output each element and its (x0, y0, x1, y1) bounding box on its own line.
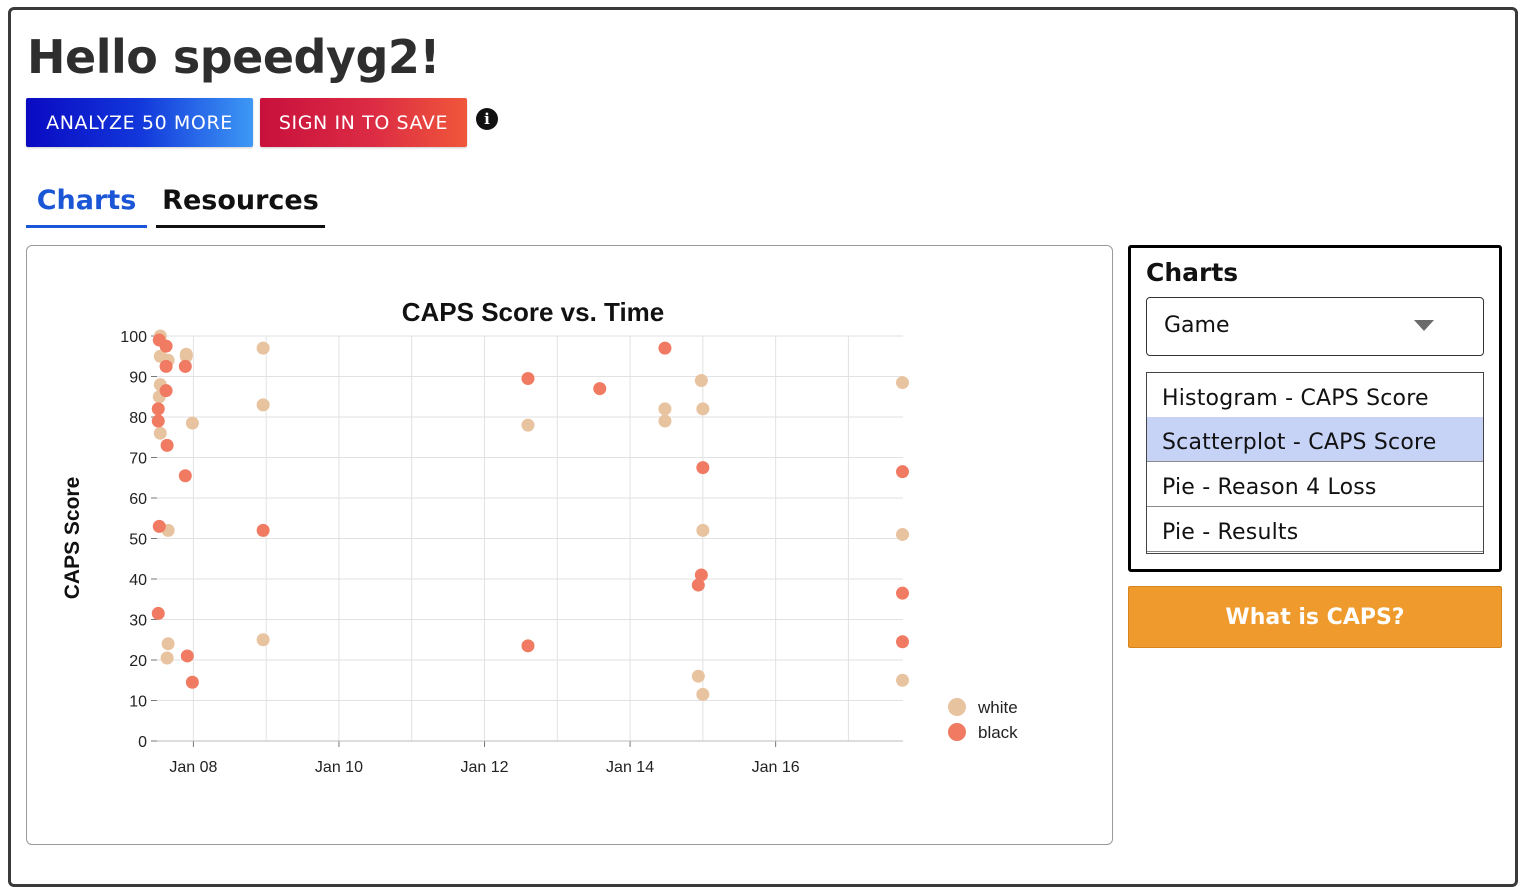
tab-resources[interactable]: Resources (156, 178, 325, 228)
select-value: Game (1164, 313, 1230, 338)
scatter-point-black (151, 414, 165, 428)
chart-title: CAPS Score vs. Time (402, 297, 665, 327)
scatter-point-black (152, 519, 166, 533)
option-scatterplot-caps-score[interactable]: Scatterplot - CAPS Score (1147, 417, 1483, 462)
scatter-point-white (691, 669, 705, 683)
y-tick-label: 90 (129, 370, 147, 387)
scatter-point-black (521, 639, 535, 653)
x-tick-label: Jan 14 (606, 759, 654, 776)
chart-card: 0 10 20 30 40 50 60 70 80 90 100 Jan 08 Jan 10 Jan 12… (26, 245, 1113, 845)
option-pie-results[interactable]: Pie - Results (1147, 507, 1483, 552)
y-tick-label: 60 (129, 491, 147, 508)
scatter-point-black (895, 586, 909, 600)
scatter-point-black (691, 578, 705, 592)
scatter-point-white (658, 402, 672, 416)
scatter-point-black (256, 523, 270, 537)
y-tick-label: 70 (129, 451, 147, 468)
scatter-point-black (159, 339, 173, 353)
scatter-point-black (521, 372, 535, 386)
scatter-point-white (895, 673, 909, 687)
scatter-point-white (161, 637, 175, 651)
scatter-point-black (151, 606, 165, 620)
y-tick-label: 10 (129, 694, 147, 711)
scatter-point-white (658, 414, 672, 428)
scatter-point-white (160, 651, 174, 665)
chart-legend: white black (948, 698, 1018, 742)
y-tick-label: 50 (129, 532, 147, 549)
x-tick-label: Jan 08 (169, 759, 217, 776)
scatter-point-white (521, 418, 535, 432)
legend-label-white: white (977, 698, 1018, 717)
sign-in-to-save-button[interactable]: SIGN IN TO SAVE (260, 98, 467, 147)
scatter-point-white (256, 398, 270, 412)
scatter-point-black (159, 384, 173, 398)
scatter-point-black (178, 469, 192, 483)
tab-charts[interactable]: Charts (26, 178, 147, 228)
y-tick-label: 80 (129, 410, 147, 427)
what-is-caps-button[interactable]: What is CAPS? (1128, 586, 1502, 648)
y-tick-label: 40 (129, 572, 147, 589)
x-tick-label: Jan 10 (315, 759, 363, 776)
option-pie-reason-4-loss[interactable]: Pie - Reason 4 Loss (1147, 462, 1483, 507)
option-histogram-caps-score[interactable]: Histogram - CAPS Score (1147, 373, 1483, 418)
y-tick-label: 100 (120, 329, 147, 346)
scatter-point-black (160, 438, 174, 452)
chart-grid (157, 335, 903, 742)
analyze-more-button[interactable]: ANALYZE 50 MORE (26, 98, 253, 147)
scatter-chart: 0 10 20 30 40 50 60 70 80 90 100 Jan 08 Jan 10 Jan 12… (61, 297, 1018, 776)
scatter-point-white (694, 374, 708, 388)
info-icon[interactable]: i (476, 108, 498, 130)
scatter-point-black (694, 568, 708, 582)
chart-points (151, 329, 909, 701)
chart-group-select[interactable]: Game (1146, 297, 1484, 356)
scatter-point-black (593, 382, 607, 396)
scatter-point-white (153, 426, 167, 440)
scatter-point-black (895, 465, 909, 479)
scatter-point-black (895, 635, 909, 649)
y-tick-label: 20 (129, 653, 147, 670)
scatter-point-black (151, 402, 165, 416)
scatter-point-white (256, 633, 270, 647)
scatter-point-white (696, 687, 710, 701)
legend-label-black: black (978, 723, 1018, 742)
scatter-point-black (658, 341, 672, 355)
y-axis-label: CAPS Score (61, 477, 84, 600)
scatter-point-white (696, 523, 710, 537)
scatter-point-black (180, 649, 194, 663)
charts-panel-title: Charts (1146, 258, 1239, 287)
x-tick-label: Jan 16 (752, 759, 800, 776)
scatter-point-black (159, 359, 173, 373)
chart-type-listbox[interactable]: Histogram - CAPS Score Scatterplot - CAP… (1146, 372, 1484, 554)
caret-down-icon (1414, 320, 1434, 331)
y-tick-label: 0 (138, 734, 147, 751)
charts-panel: Charts Game Histogram - CAPS Score Scatt… (1128, 245, 1502, 572)
scatter-point-white (895, 376, 909, 390)
legend-marker-white (948, 698, 966, 716)
scatter-point-white (696, 402, 710, 416)
scatter-point-white (179, 349, 193, 363)
x-tick-label: Jan 12 (460, 759, 508, 776)
scatter-point-white (256, 341, 270, 355)
page-title: Hello speedyg2! (27, 30, 440, 84)
scatter-point-white (895, 527, 909, 541)
chart-axes: 0 10 20 30 40 50 60 70 80 90 100 Jan 08 Jan 10 Jan 12… (120, 329, 903, 776)
scatter-point-black (185, 675, 199, 689)
scatter-point-black (696, 461, 710, 475)
scatter-point-white (185, 416, 199, 430)
legend-marker-black (948, 723, 966, 741)
scatter-point-black (178, 359, 192, 373)
y-tick-label: 30 (129, 613, 147, 630)
